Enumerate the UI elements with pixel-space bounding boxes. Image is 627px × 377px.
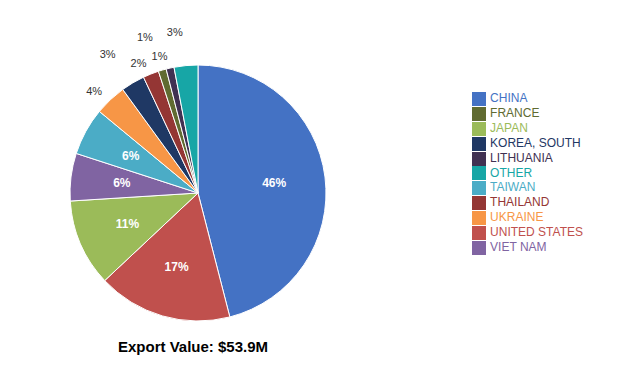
html-text:VIET NAM: VIET NAM (490, 239, 547, 254)
html-text:TAIWAN: TAIWAN (490, 180, 536, 195)
html-text:Export Value: $53.9M: Export Value: $53.9M (118, 338, 268, 355)
html-text:OTHER: OTHER (490, 165, 533, 180)
svg-text:3%: 3% (167, 26, 183, 38)
svg-text:11%: 11% (116, 217, 140, 231)
svg-text:1%: 1% (137, 31, 153, 43)
html-text:KOREA, SOUTH: KOREA, SOUTH (490, 135, 581, 150)
svg-text:46%: 46% (262, 176, 286, 190)
html-text:UNITED STATES: UNITED STATES (490, 224, 583, 239)
svg-text:4%: 4% (86, 85, 102, 97)
svg-text:6%: 6% (113, 176, 131, 190)
svg-text:17%: 17% (165, 260, 189, 274)
svg-text:2%: 2% (131, 57, 147, 69)
html-text:JAPAN: JAPAN (490, 121, 528, 136)
html-text:CHINA: CHINA (490, 91, 528, 106)
html-text:THAILAND: THAILAND (490, 195, 550, 210)
html-text:UKRAINE: UKRAINE (490, 210, 544, 225)
html-text:FRANCE: FRANCE (490, 106, 540, 121)
svg-text:3%: 3% (100, 48, 116, 60)
svg-text:6%: 6% (122, 149, 140, 163)
html-text:LITHUANIA: LITHUANIA (490, 150, 553, 165)
svg-text:1%: 1% (152, 50, 168, 62)
